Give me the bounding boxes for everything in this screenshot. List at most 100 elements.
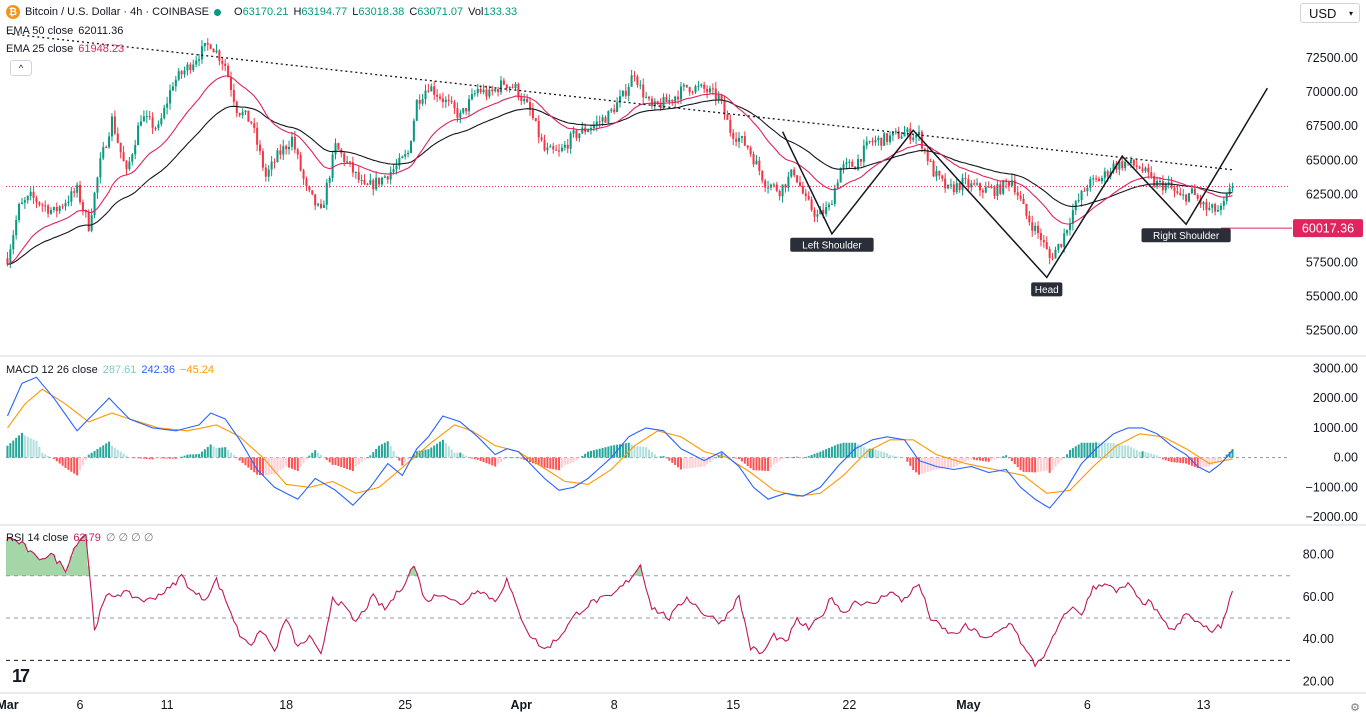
macd-hist-bar <box>473 457 476 460</box>
macd-hist-bar <box>479 457 482 461</box>
macd-hist-bar <box>560 457 563 468</box>
candle <box>128 161 131 169</box>
candle <box>613 109 616 113</box>
macd-hist-bar <box>1179 457 1182 463</box>
candle <box>293 136 296 150</box>
candle <box>929 160 932 162</box>
candle <box>697 85 700 87</box>
gear-icon[interactable]: ⚙ <box>1350 702 1360 714</box>
candle <box>990 186 993 188</box>
macd-tick-label: 1000.00 <box>1313 421 1358 435</box>
volume: Vol133.33 <box>468 6 518 18</box>
macd-hist-bar <box>801 457 804 459</box>
macd-hist-bar <box>955 457 958 466</box>
candle <box>151 117 154 128</box>
candle <box>1124 161 1127 169</box>
macd-hist-bar <box>874 449 877 458</box>
candle <box>1103 171 1106 179</box>
candle <box>1193 188 1196 196</box>
macd-hist-bar <box>314 450 317 458</box>
candle <box>270 161 273 170</box>
candle <box>891 132 894 136</box>
candle <box>259 144 262 152</box>
candle <box>505 84 508 89</box>
macd-hist-bar <box>244 457 247 466</box>
macd-hist-bar <box>610 445 613 458</box>
candle <box>1205 202 1208 210</box>
macd-hist-bar <box>1170 457 1173 463</box>
candle <box>1118 161 1121 170</box>
collapse-legend-button[interactable]: ^ <box>10 60 32 76</box>
ema25-value: 61948.23 <box>78 43 125 55</box>
time-tick-label: 11 <box>161 698 174 712</box>
macd-hist-bar <box>392 450 395 458</box>
macd-hist-bar <box>1161 457 1164 460</box>
candle <box>1089 178 1092 189</box>
price-tick-label: 70000.00 <box>1306 85 1358 99</box>
macd-hist-bar <box>523 457 526 460</box>
candle <box>244 110 247 113</box>
candle <box>215 50 218 53</box>
candle <box>540 137 543 141</box>
candle <box>288 146 291 150</box>
macd-hist-bar <box>700 457 703 467</box>
candle <box>235 101 238 114</box>
candle <box>169 90 172 104</box>
macd-hist-bar <box>409 456 412 458</box>
price-label: 60017.36 <box>1302 222 1354 236</box>
currency-select[interactable]: USD ▾ <box>1300 3 1360 23</box>
macd-hist-bar <box>189 454 192 458</box>
candle <box>459 112 462 118</box>
time-tick-label: 25 <box>398 698 412 712</box>
candle <box>119 142 122 153</box>
candle <box>1060 244 1063 247</box>
candle <box>441 98 444 103</box>
candle <box>648 96 651 99</box>
macd-hist-bar <box>758 457 761 471</box>
macd-hist-bar <box>784 457 787 459</box>
ema25-legend[interactable]: EMA 25 close 61948.23 <box>6 43 124 55</box>
candle <box>650 98 653 107</box>
candle <box>976 183 979 185</box>
candle <box>1211 204 1214 208</box>
macd-hist-bar <box>569 457 572 464</box>
candle <box>764 180 767 188</box>
macd-hist-bar <box>319 455 322 458</box>
candle <box>418 99 421 104</box>
macd-hist-bar <box>380 444 383 458</box>
candle <box>20 202 23 205</box>
macd-tick-label: 3000.00 <box>1313 361 1358 375</box>
macd-hist-bar <box>151 457 154 460</box>
candle <box>395 165 398 170</box>
ema50-legend[interactable]: EMA 50 close 62011.36 <box>6 25 123 37</box>
macd-hist-bar <box>145 457 148 459</box>
candle <box>160 118 163 125</box>
macd-hist-bar <box>1054 457 1057 467</box>
candle <box>285 146 288 150</box>
macd-legend[interactable]: MACD 12 26 close 287.61 242.36 −45.24 <box>6 364 214 376</box>
candle <box>1182 194 1185 196</box>
candle <box>139 121 143 126</box>
candle <box>842 164 845 169</box>
macd-hist-bar <box>679 457 682 470</box>
candle <box>412 120 415 141</box>
macd-hist-bar <box>755 457 758 471</box>
macd-hist-bar <box>659 456 662 458</box>
macd-hist-bar <box>337 457 340 467</box>
candle <box>1153 176 1156 187</box>
macd-hist-bar <box>589 450 592 458</box>
rsi-legend[interactable]: RSI 14 close 62.79 ∅ ∅ ∅ ∅ <box>6 531 153 545</box>
macd-hist-bar <box>769 457 772 468</box>
candle <box>142 116 145 122</box>
macd-hist-bar <box>15 437 18 458</box>
rsi-tick-label: 80.00 <box>1303 548 1334 562</box>
macd-hist-bar <box>273 457 276 474</box>
macd-hist-bar <box>508 457 511 459</box>
macd-hist-bar <box>572 457 575 463</box>
price-tick-label: 62500.00 <box>1306 187 1358 201</box>
time-tick-label: 6 <box>77 698 84 712</box>
candle <box>935 170 938 177</box>
macd-hist-bar <box>398 457 401 461</box>
chevron-down-icon: ▾ <box>1348 8 1353 18</box>
